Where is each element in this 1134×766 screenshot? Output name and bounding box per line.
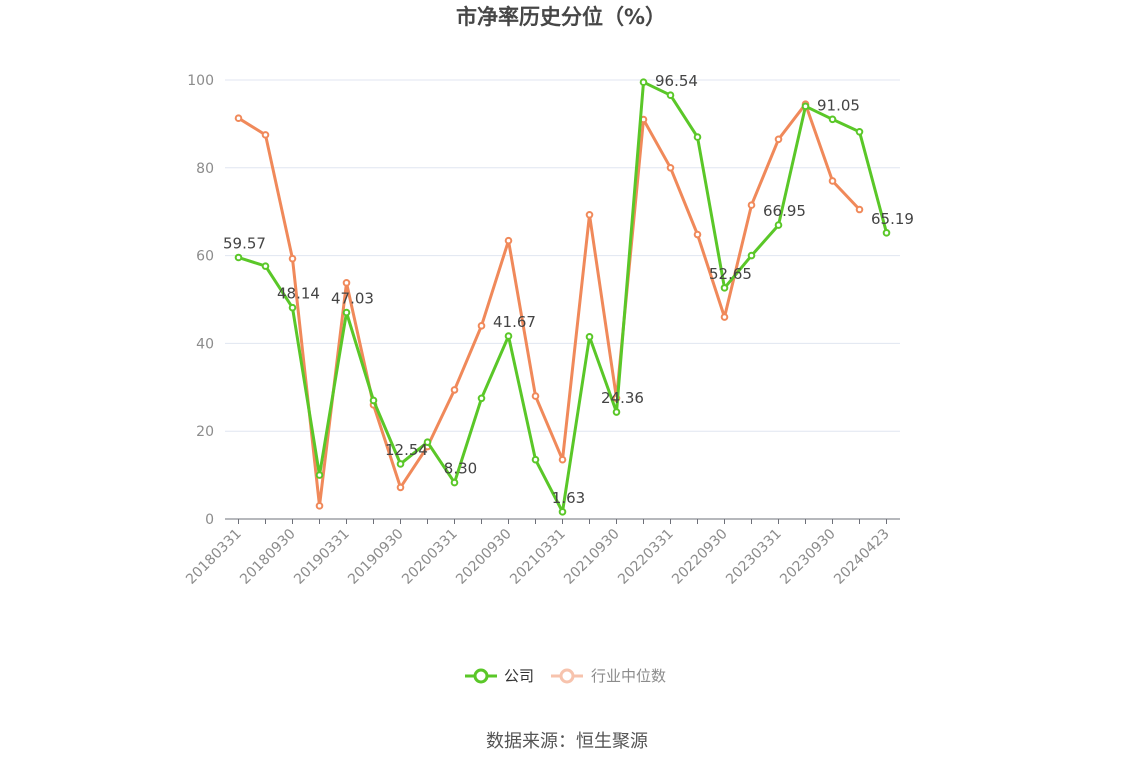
data-point-company [315,471,324,479]
x-tick-label: 20200331 [399,526,461,588]
data-point-company [720,284,729,292]
data-point-industry-median [720,313,729,321]
y-tick-label: 80 [196,161,214,177]
x-tick-label: 20240423 [831,526,893,588]
data-point-industry-median [693,230,702,239]
data-point-company [342,308,351,317]
legend-label-industry-median: 行业中位数 [591,667,666,685]
data-point-industry-median [558,455,567,464]
data-label: 41.67 [493,313,536,331]
data-point-company [261,262,270,270]
x-tick-label: 20230930 [777,526,839,588]
series-group [234,78,891,516]
y-axis: 0 20 40 60 80 100 [187,73,214,528]
x-axis: 2018033120180930201903312019093020200331… [183,518,900,588]
x-tick-label: 20180331 [183,526,245,588]
data-source-note: 数据来源：恒生聚源 [486,731,648,752]
legend: 公司 行业中位数 [465,667,666,685]
x-tick-label: 20210331 [507,526,569,588]
data-point-company [801,102,810,111]
data-label: 48.14 [277,285,320,303]
data-point-company [774,221,783,229]
data-label: 24.36 [601,389,644,407]
data-point-industry-median [477,322,486,330]
y-tick-label: 40 [196,336,214,352]
data-point-company [423,438,432,446]
data-point-industry-median [531,392,540,400]
x-tick-label: 20190930 [345,526,407,588]
data-point-company [639,78,648,86]
data-point-industry-median [666,164,675,172]
data-label: 96.54 [655,72,698,90]
data-point-company [396,460,405,468]
data-point-industry-median [342,279,351,287]
x-tick-label: 20190331 [291,526,353,588]
x-tick-label: 20230331 [723,526,785,588]
data-point-industry-median [261,131,270,139]
data-point-company [369,396,378,405]
data-point-company [477,394,486,403]
data-point-industry-median [774,135,783,144]
data-point-industry-median [747,201,756,209]
x-tick-label: 20220331 [615,526,677,588]
data-label: 59.57 [223,234,266,252]
gridlines [225,79,900,432]
data-point-industry-median [234,114,243,122]
data-point-industry-median [450,386,459,394]
data-label: 1.63 [552,489,585,507]
data-point-industry-median [315,502,324,510]
data-point-company [558,508,567,516]
data-point-industry-median [855,205,864,214]
legend-item-company[interactable]: 公司 [465,667,534,685]
data-point-industry-median [396,483,405,492]
data-point-company [612,408,621,416]
series-line-industry-median [237,102,861,508]
data-label: 8.30 [444,460,477,478]
data-point-company [666,91,675,99]
x-tick-label: 20220930 [669,526,731,588]
legend-label-company: 公司 [504,667,534,685]
data-point-company [828,115,837,124]
data-point-company [531,455,540,464]
data-label: 66.95 [763,202,806,220]
data-label: 91.05 [817,96,860,114]
data-point-company [450,478,459,487]
data-point-company [855,128,864,136]
data-point-industry-median [828,177,837,185]
data-point-company [882,229,891,237]
y-tick-label: 0 [205,512,214,528]
data-point-company [234,253,243,262]
y-tick-label: 100 [187,73,214,89]
legend-marker-icon [559,668,575,684]
legend-item-industry-median[interactable]: 行业中位数 [551,667,666,685]
data-label: 47.03 [331,290,374,308]
data-point-company [693,133,702,141]
data-point-industry-median [288,254,297,263]
data-labels: 59.57 48.14 47.03 12.54 8.30 41.67 1.63 24.36 96… [223,72,914,507]
data-point-industry-median [504,236,513,245]
y-tick-label: 60 [196,249,214,265]
y-tick-label: 20 [196,424,214,440]
data-label: 52.65 [709,265,752,283]
data-label: 65.19 [871,210,914,228]
chart-title: 市净率历史分位（%） [456,5,666,29]
data-label: 12.54 [385,441,428,459]
x-tick-label: 20200930 [453,526,515,588]
data-point-company [288,303,297,312]
x-tick-label: 20210930 [561,526,623,588]
data-point-company [504,332,513,340]
data-point-industry-median [585,210,594,219]
legend-marker-icon [473,668,489,684]
data-point-company [747,251,756,260]
x-tick-label: 20180930 [237,526,299,588]
data-point-company [585,333,594,341]
